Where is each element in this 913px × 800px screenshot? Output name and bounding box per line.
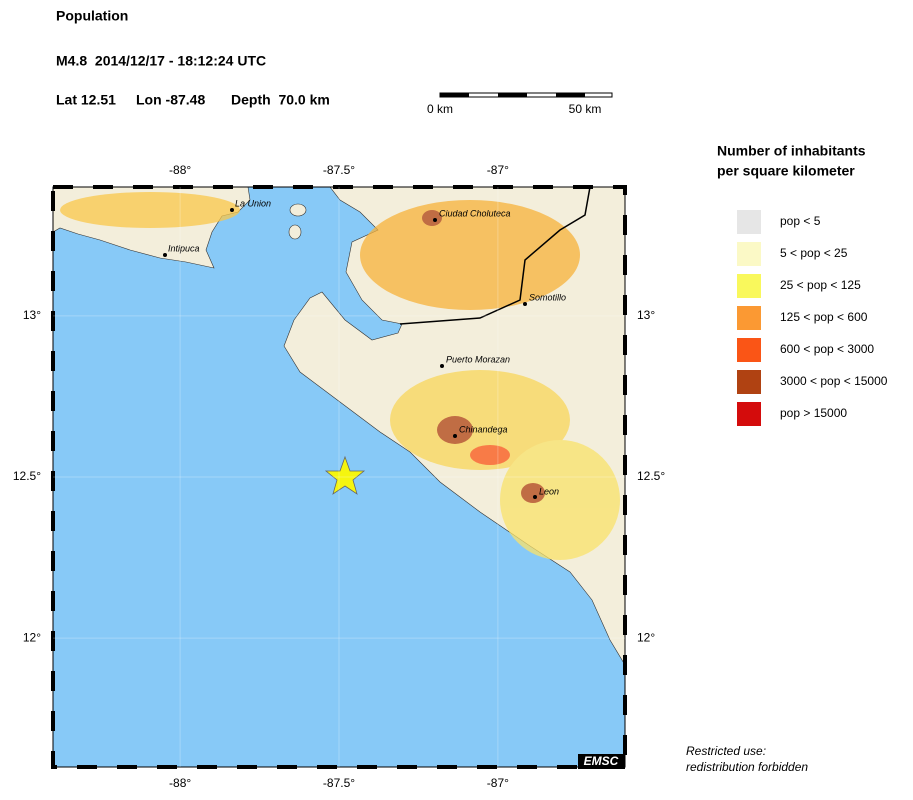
lat-label: 13°: [23, 308, 41, 322]
lat: Lat 12.51: [56, 92, 116, 108]
legend-label: pop > 15000: [780, 406, 847, 420]
scale-end: 50 km: [569, 102, 602, 116]
lon-label: -87°: [487, 163, 509, 177]
legend-label: 25 < pop < 125: [780, 278, 861, 292]
island: [288, 224, 302, 240]
population-overlay: [60, 192, 620, 560]
legend-title: per square kilometer: [717, 163, 855, 179]
legend-label: 5 < pop < 25: [780, 246, 848, 260]
island: [289, 203, 307, 217]
city: Somotillo: [529, 292, 566, 302]
cities: La Union Intipuca Ciudad Choluteca Somot…: [163, 198, 566, 499]
legend-swatch: [737, 242, 761, 266]
footer: Restricted use:: [686, 744, 766, 758]
legend-swatch: [737, 402, 761, 426]
legend-label: 3000 < pop < 15000: [780, 374, 888, 388]
legend-swatch: [737, 306, 761, 330]
city: Puerto Morazan: [446, 354, 510, 364]
map: La Union Intipuca Ciudad Choluteca Somot…: [51, 185, 627, 769]
lat-label: 12.5°: [13, 469, 41, 483]
lon-label: -88°: [169, 163, 191, 177]
city: Intipuca: [168, 243, 200, 253]
lat-label: 12.5°: [637, 469, 665, 483]
city: La Union: [235, 198, 271, 208]
frame-inner: [52, 186, 626, 768]
lon-label: -87.5°: [323, 163, 355, 177]
depth: Depth 70.0 km: [231, 92, 330, 108]
scale-start: 0 km: [427, 102, 453, 116]
lat-label: 12°: [23, 630, 41, 644]
lon: Lon -87.48: [136, 92, 205, 108]
legend: pop < 5 5 < pop < 25 25 < pop < 125 125 < p…: [737, 210, 888, 426]
scale-bar: [439, 92, 613, 98]
legend-label: 125 < pop < 600: [780, 310, 868, 324]
credit-box: [578, 754, 625, 769]
legend-label: 600 < pop < 3000: [780, 342, 874, 356]
lat-label: 12°: [637, 630, 655, 644]
credit: EMSC: [584, 754, 619, 768]
footer: redistribution forbidden: [686, 760, 808, 774]
city: Chinandega: [459, 424, 508, 434]
legend-label: pop < 5: [780, 214, 821, 228]
legend-swatch: [737, 210, 761, 234]
lon-label: -88°: [169, 776, 191, 790]
city: Ciudad Choluteca: [439, 208, 511, 218]
title: Population: [56, 8, 128, 24]
lat-label: 13°: [637, 308, 655, 322]
lon-label: -87°: [487, 776, 509, 790]
lon-label: -87.5°: [323, 776, 355, 790]
legend-swatch: [737, 370, 761, 394]
city: Leon: [539, 486, 559, 496]
epicenter: [324, 455, 366, 495]
border: [399, 187, 591, 325]
event: M4.8 2014/12/17 - 18:12:24 UTC: [56, 53, 266, 69]
legend-title: Number of inhabitants: [717, 143, 866, 159]
legend-swatch: [737, 274, 761, 298]
legend-swatch: [737, 338, 761, 362]
